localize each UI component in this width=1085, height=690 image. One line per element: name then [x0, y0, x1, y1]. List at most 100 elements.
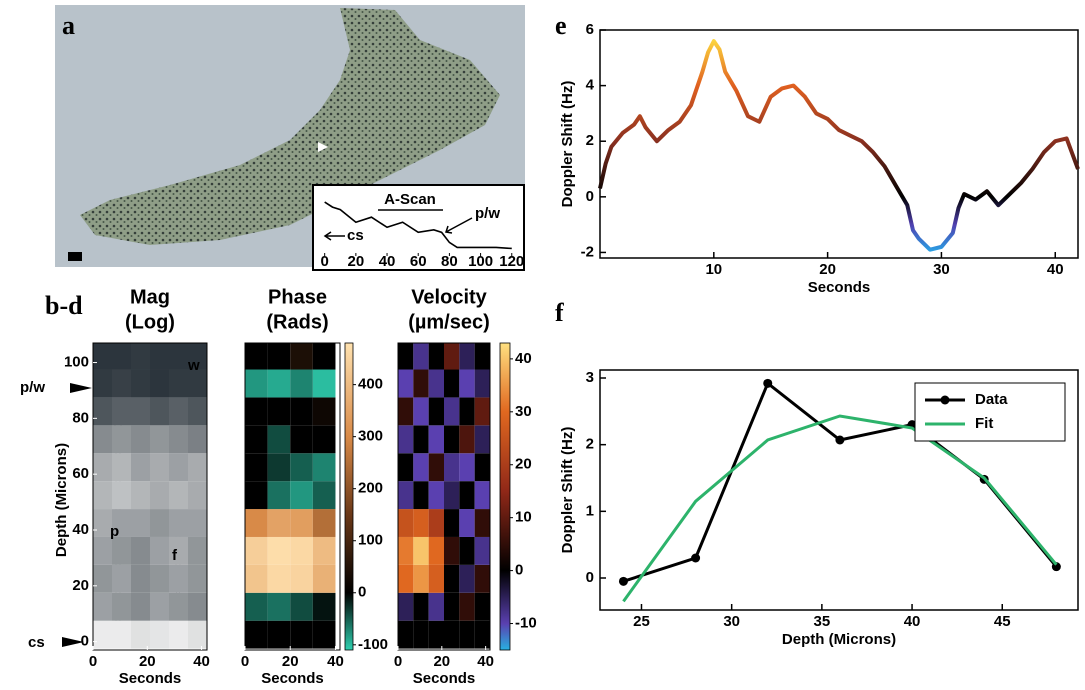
panel-label: b-d: [45, 291, 83, 320]
y-tick-label: 80: [72, 409, 89, 426]
heat-cell: [313, 537, 336, 565]
heat-cell: [245, 397, 268, 425]
x-axis-label: Seconds: [261, 670, 324, 687]
heat-cell: [313, 453, 336, 481]
x-tick-label: 40: [1047, 261, 1064, 278]
heat-cell: [268, 537, 291, 565]
x-tick-label: 60: [410, 253, 427, 270]
colorbar: [345, 343, 353, 650]
heat-cell: [131, 593, 150, 621]
y-tick-label: 60: [72, 465, 89, 482]
colorbar-tick-label: -10: [515, 615, 537, 632]
heat-cell: [268, 425, 291, 453]
heat-cell: [131, 397, 150, 425]
heat-cell: [475, 481, 490, 509]
colorbar: [500, 343, 510, 650]
x-tick-label: 40: [904, 613, 921, 630]
heat-cell: [313, 593, 336, 621]
panel-title: Phase: [268, 286, 327, 308]
panel-subtitle: (µm/sec): [408, 311, 490, 333]
heat-cell: [429, 593, 444, 621]
x-tick-label: 30: [723, 613, 740, 630]
heat-cell: [93, 370, 112, 398]
heat-cell: [475, 370, 490, 398]
heat-cell: [444, 425, 459, 453]
heat-cell: [188, 621, 207, 649]
heat-cell: [150, 565, 169, 593]
heat-cell: [429, 537, 444, 565]
colorbar-tick-label: 100: [358, 532, 383, 549]
heat-cell: [313, 397, 336, 425]
heat-cell: [245, 509, 268, 537]
heat-cell: [93, 453, 112, 481]
heat-cell: [169, 343, 188, 370]
heat-cell: [93, 621, 112, 649]
heat-cell: [413, 537, 428, 565]
heat-cell: [268, 453, 291, 481]
heat-cell: [112, 453, 131, 481]
annotation-pointer: [70, 383, 92, 393]
heat-cell: [398, 453, 413, 481]
panel-title: Velocity: [411, 286, 487, 308]
x-tick-label: 40: [477, 653, 494, 670]
heat-cell: [131, 370, 150, 398]
heat-cell: [245, 453, 268, 481]
y-tick-label: 1: [586, 502, 594, 519]
heat-cell: [413, 397, 428, 425]
heat-cell: [459, 481, 474, 509]
y-tick-label: 4: [586, 77, 595, 94]
heat-cell: [444, 593, 459, 621]
heat-cell: [475, 621, 490, 649]
annotation: w: [187, 357, 200, 374]
x-tick-label: 10: [705, 261, 722, 278]
heat-cell: [131, 453, 150, 481]
y-tick-label: 20: [72, 577, 89, 594]
heat-cell: [398, 565, 413, 593]
colorbar-tick-label: -100: [358, 636, 388, 653]
x-tick-label: 0: [89, 653, 97, 670]
heat-cell: [429, 621, 444, 649]
heat-cell: [150, 621, 169, 649]
heat-cell: [444, 397, 459, 425]
heat-cell: [169, 565, 188, 593]
heat-cell: [475, 397, 490, 425]
heat-cell: [290, 453, 313, 481]
heat-cell: [444, 509, 459, 537]
heat-cell: [475, 425, 490, 453]
heat-cell: [429, 509, 444, 537]
heat-cell: [112, 593, 131, 621]
heat-cell: [131, 537, 150, 565]
heat-cell: [290, 593, 313, 621]
panel-label: e: [555, 11, 567, 40]
heat-cell: [398, 593, 413, 621]
heat-cell: [131, 621, 150, 649]
x-tick-label: 0: [321, 253, 329, 270]
annotation: cs: [347, 227, 364, 244]
heat-cell: [290, 370, 313, 398]
heat-cell: [398, 481, 413, 509]
heat-cell: [313, 509, 336, 537]
heat-cell: [245, 621, 268, 649]
heat-cell: [150, 593, 169, 621]
heat-cell: [429, 453, 444, 481]
heat-cell: [413, 481, 428, 509]
colorbar-tick-label: 300: [358, 428, 383, 445]
heat-cell: [93, 343, 112, 370]
colorbar-tick-label: 10: [515, 509, 532, 526]
annotation: cs: [28, 634, 45, 651]
colorbar-tick-label: 400: [358, 376, 383, 393]
heat-cell: [93, 593, 112, 621]
panel-label: f: [555, 298, 564, 327]
x-tick-label: 45: [994, 613, 1011, 630]
heat-cell: [290, 621, 313, 649]
heat-cell: [188, 565, 207, 593]
heat-cell: [245, 537, 268, 565]
x-axis-label: Seconds: [413, 670, 476, 687]
heat-cell: [188, 397, 207, 425]
inset-title: A-Scan: [384, 191, 436, 208]
heat-cell: [131, 509, 150, 537]
heat-cell: [475, 593, 490, 621]
heat-cell: [429, 343, 444, 370]
heat-cell: [131, 425, 150, 453]
x-tick-label: 80: [441, 253, 458, 270]
